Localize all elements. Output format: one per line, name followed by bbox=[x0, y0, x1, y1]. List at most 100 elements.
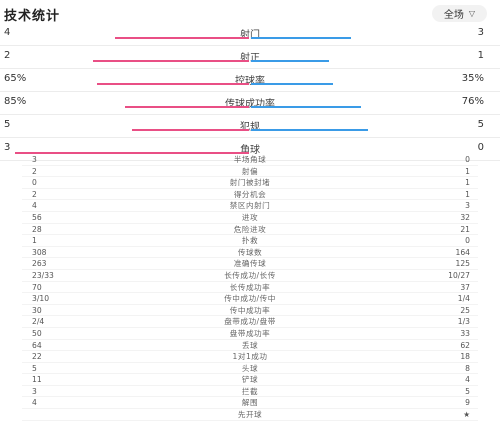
home-value: 2 bbox=[4, 50, 11, 61]
away-value: 10/27 bbox=[448, 270, 470, 280]
table-row: 4 禁区内射门 3 bbox=[0, 200, 500, 212]
home-bar bbox=[132, 129, 249, 131]
divider bbox=[22, 303, 478, 305]
chevron-down-icon: ▽ bbox=[468, 9, 476, 18]
home-value: 3 bbox=[32, 386, 37, 396]
away-value: 4 bbox=[465, 375, 470, 385]
away-bar bbox=[251, 106, 362, 108]
away-value: 8 bbox=[465, 363, 470, 373]
table-row: 22 1对1成功 18 bbox=[0, 351, 500, 363]
stat-label: 准确传球 bbox=[233, 259, 267, 269]
page-title: 技术统计 bbox=[4, 9, 61, 24]
stat-label: 进攻 bbox=[241, 212, 259, 222]
divider bbox=[22, 176, 478, 178]
table-row: 23/33 长传成功/长传 10/27 bbox=[0, 270, 500, 282]
stat-bar-row: 4 射门 3 bbox=[0, 25, 500, 48]
home-bar bbox=[92, 60, 249, 62]
home-value: 22 bbox=[32, 352, 42, 362]
home-value: 23/33 bbox=[32, 270, 54, 280]
home-value: 30 bbox=[32, 305, 42, 315]
stat-label: 危险进攻 bbox=[233, 224, 267, 234]
stat-label: 盘带成功/盘带 bbox=[224, 317, 276, 327]
table-row: 70 长传成功率 37 bbox=[0, 282, 500, 294]
stat-label: 角球 bbox=[240, 145, 260, 156]
stat-label: 射偏 bbox=[241, 166, 259, 176]
home-value: 56 bbox=[32, 212, 42, 222]
away-bar bbox=[251, 60, 329, 62]
stat-bar-row: 3 角球 0 bbox=[0, 140, 500, 163]
table-row: 3/10 传中成功/传中 1/4 bbox=[0, 293, 500, 305]
divider bbox=[22, 210, 478, 212]
divider bbox=[22, 234, 478, 236]
stat-label: 先开球 bbox=[237, 410, 263, 420]
away-value: 5 bbox=[465, 386, 470, 396]
away-value: 35% bbox=[461, 73, 484, 84]
divider bbox=[22, 187, 478, 189]
divider bbox=[0, 160, 500, 161]
stat-label: 射门 bbox=[240, 30, 260, 41]
table-row: 11 铲球 4 bbox=[0, 374, 500, 386]
stat-label: 铲球 bbox=[241, 375, 259, 385]
away-value: 33 bbox=[460, 328, 470, 338]
divider bbox=[22, 373, 478, 375]
away-bar bbox=[251, 37, 352, 39]
home-value: 308 bbox=[32, 247, 47, 257]
table-row: 0 射门被封堵 1 bbox=[0, 177, 500, 189]
away-value: 32 bbox=[460, 212, 470, 222]
table-row: 30 传中成功率 25 bbox=[0, 305, 500, 317]
away-value: 1 bbox=[477, 50, 484, 61]
home-value: 2 bbox=[32, 166, 37, 176]
divider bbox=[22, 419, 478, 421]
stat-label: 传中成功/传中 bbox=[224, 294, 276, 304]
stat-label: 盘带成功率 bbox=[229, 328, 271, 338]
divider bbox=[22, 338, 478, 340]
stat-label: 传球成功率 bbox=[225, 99, 275, 110]
home-value: 4 bbox=[32, 201, 37, 211]
away-value: 1/4 bbox=[457, 294, 470, 304]
divider bbox=[22, 268, 478, 270]
stat-label: 禁区内射门 bbox=[229, 201, 271, 211]
home-value: 0 bbox=[32, 178, 37, 188]
away-value: 76% bbox=[461, 96, 484, 107]
home-value: 1 bbox=[32, 236, 37, 246]
stats-header: 技术统计 全场 ▽ bbox=[0, 0, 500, 26]
stat-bar-row: 85% 传球成功率 76% bbox=[0, 94, 500, 117]
divider bbox=[0, 45, 500, 46]
divider bbox=[22, 280, 478, 282]
stat-label: 头球 bbox=[241, 363, 259, 373]
home-bar bbox=[125, 106, 249, 108]
table-row: 2 射偏 1 bbox=[0, 166, 500, 178]
home-value: 4 bbox=[32, 398, 37, 408]
stat-bar-row: 5 犯规 5 bbox=[0, 117, 500, 140]
away-value: 5 bbox=[477, 119, 484, 130]
home-value: 5 bbox=[32, 363, 37, 373]
divider bbox=[22, 384, 478, 386]
divider bbox=[0, 137, 500, 138]
home-bar bbox=[15, 152, 249, 154]
stat-label: 传球数 bbox=[237, 247, 263, 257]
home-value: 4 bbox=[4, 27, 11, 38]
table-row: 3 半场角球 0 bbox=[0, 154, 500, 166]
away-value: 37 bbox=[460, 282, 470, 292]
divider bbox=[22, 292, 478, 294]
stat-label: 扑救 bbox=[241, 236, 259, 246]
stat-label: 拦截 bbox=[241, 386, 259, 396]
table-row: 50 盘带成功率 33 bbox=[0, 328, 500, 340]
table-row: 28 危险进攻 21 bbox=[0, 224, 500, 236]
stat-label: 长传成功/长传 bbox=[224, 270, 276, 280]
table-row: 2/4 盘带成功/盘带 1/3 bbox=[0, 316, 500, 328]
stat-label: 射正 bbox=[240, 53, 260, 64]
away-value: 1/3 bbox=[457, 317, 470, 327]
home-value: 85% bbox=[4, 96, 27, 107]
table-row: 4 解围 9 bbox=[0, 397, 500, 410]
stat-bar-row: 65% 控球率 35% bbox=[0, 71, 500, 94]
stat-bar-row: 2 射正 1 bbox=[0, 48, 500, 71]
divider bbox=[22, 245, 478, 247]
away-value: 62 bbox=[460, 340, 470, 350]
scope-selector[interactable]: 全场 ▽ bbox=[432, 5, 487, 22]
home-value: 3/10 bbox=[32, 294, 50, 304]
table-row: 5 头球 8 bbox=[0, 363, 500, 375]
away-value: 21 bbox=[460, 224, 470, 234]
home-value: 50 bbox=[32, 328, 42, 338]
divider bbox=[22, 326, 478, 328]
